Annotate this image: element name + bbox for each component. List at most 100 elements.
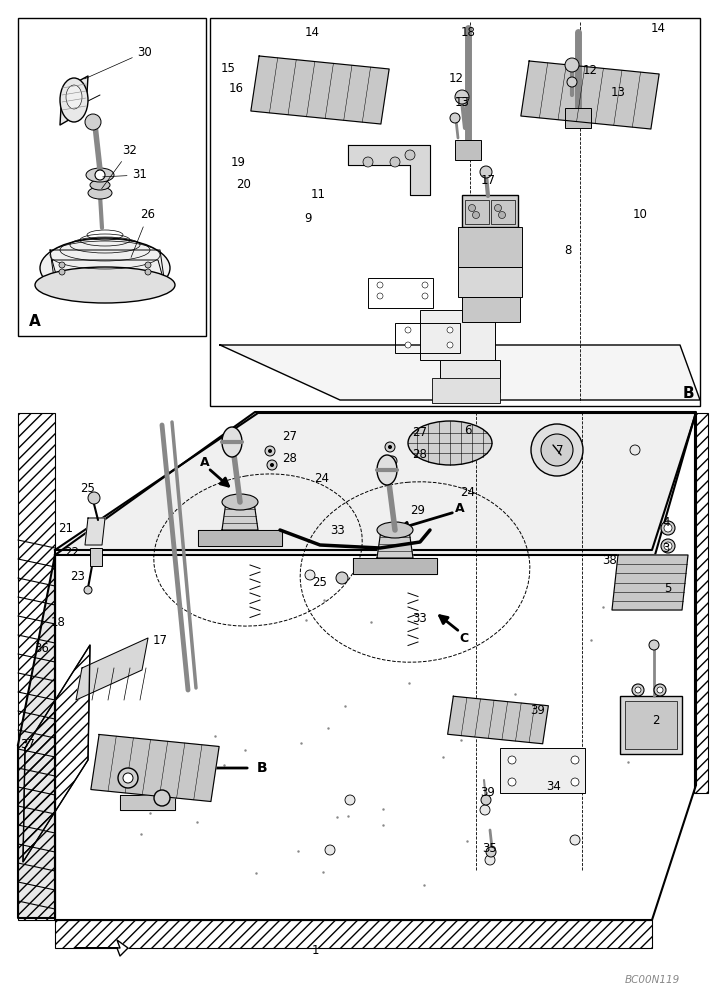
Circle shape — [388, 445, 392, 449]
Text: 14: 14 — [651, 21, 666, 34]
Text: 22: 22 — [65, 546, 80, 558]
Circle shape — [88, 492, 100, 504]
Circle shape — [508, 778, 516, 786]
Text: 37: 37 — [21, 738, 36, 752]
Text: 14: 14 — [305, 25, 320, 38]
Text: 23: 23 — [70, 570, 85, 582]
Circle shape — [468, 205, 476, 212]
Circle shape — [541, 434, 573, 466]
Polygon shape — [75, 940, 128, 956]
Polygon shape — [60, 76, 88, 125]
Circle shape — [486, 847, 496, 857]
Text: 16: 16 — [229, 82, 244, 95]
Ellipse shape — [86, 168, 114, 182]
Circle shape — [632, 684, 644, 696]
Bar — [565, 108, 591, 128]
Text: 27: 27 — [412, 426, 427, 440]
Ellipse shape — [408, 421, 492, 465]
Circle shape — [495, 205, 501, 212]
Bar — [500, 748, 585, 793]
Polygon shape — [220, 345, 700, 400]
Circle shape — [473, 212, 479, 219]
Circle shape — [145, 262, 151, 268]
Polygon shape — [55, 413, 696, 550]
Circle shape — [565, 58, 579, 72]
Circle shape — [268, 449, 272, 453]
Polygon shape — [120, 795, 175, 810]
Text: 24: 24 — [461, 486, 476, 498]
Text: 30: 30 — [85, 45, 152, 79]
Polygon shape — [85, 518, 105, 545]
Circle shape — [508, 756, 516, 764]
Circle shape — [265, 446, 275, 456]
Text: 33: 33 — [330, 524, 345, 536]
Text: 20: 20 — [236, 178, 251, 192]
Bar — [368, 278, 433, 308]
Text: 39: 39 — [481, 786, 496, 798]
Circle shape — [267, 460, 277, 470]
Circle shape — [664, 524, 672, 532]
Polygon shape — [50, 250, 165, 285]
Text: A: A — [29, 314, 41, 330]
Text: 38: 38 — [602, 554, 617, 566]
Bar — [491, 200, 515, 224]
Text: 4: 4 — [662, 516, 670, 528]
Circle shape — [531, 424, 583, 476]
Circle shape — [422, 282, 428, 288]
Text: 2: 2 — [652, 714, 660, 726]
Ellipse shape — [66, 85, 82, 109]
Polygon shape — [353, 558, 437, 574]
Text: 11: 11 — [310, 188, 325, 202]
Circle shape — [377, 293, 383, 299]
Bar — [694, 413, 708, 793]
Circle shape — [363, 157, 373, 167]
Bar — [90, 548, 102, 566]
Polygon shape — [348, 145, 430, 195]
Circle shape — [570, 835, 580, 845]
Ellipse shape — [60, 78, 88, 122]
Circle shape — [664, 542, 672, 550]
Circle shape — [480, 805, 490, 815]
Circle shape — [661, 539, 675, 553]
Circle shape — [422, 293, 428, 299]
Polygon shape — [76, 638, 148, 700]
Ellipse shape — [40, 238, 170, 298]
Circle shape — [345, 795, 355, 805]
Text: 35: 35 — [483, 842, 498, 854]
Bar — [432, 378, 500, 403]
Text: 5: 5 — [664, 582, 671, 594]
Text: 13: 13 — [454, 96, 469, 108]
Circle shape — [377, 282, 383, 288]
Circle shape — [387, 456, 397, 466]
Polygon shape — [521, 61, 659, 129]
Ellipse shape — [85, 114, 101, 130]
Circle shape — [450, 113, 460, 123]
Circle shape — [305, 570, 315, 580]
Text: 18: 18 — [461, 25, 476, 38]
Text: 18: 18 — [51, 615, 66, 629]
Circle shape — [657, 687, 663, 693]
Text: 31: 31 — [103, 168, 147, 182]
Circle shape — [447, 327, 453, 333]
Bar — [210, 18, 700, 406]
Text: 9: 9 — [304, 212, 312, 225]
Polygon shape — [52, 260, 163, 278]
Text: 24: 24 — [315, 472, 330, 485]
Text: BC00N119: BC00N119 — [624, 975, 680, 985]
Circle shape — [336, 572, 348, 584]
Circle shape — [390, 459, 394, 463]
Text: 10: 10 — [632, 209, 647, 222]
Bar — [462, 297, 520, 322]
Text: 12: 12 — [582, 64, 597, 77]
Bar — [625, 701, 677, 749]
Ellipse shape — [222, 494, 258, 510]
Text: A: A — [200, 456, 210, 470]
Bar — [465, 200, 489, 224]
Bar — [395, 323, 460, 353]
Circle shape — [59, 269, 65, 275]
Bar — [458, 267, 522, 297]
Ellipse shape — [35, 267, 175, 303]
Polygon shape — [91, 734, 219, 802]
Text: 8: 8 — [565, 243, 572, 256]
Text: B: B — [682, 386, 693, 401]
